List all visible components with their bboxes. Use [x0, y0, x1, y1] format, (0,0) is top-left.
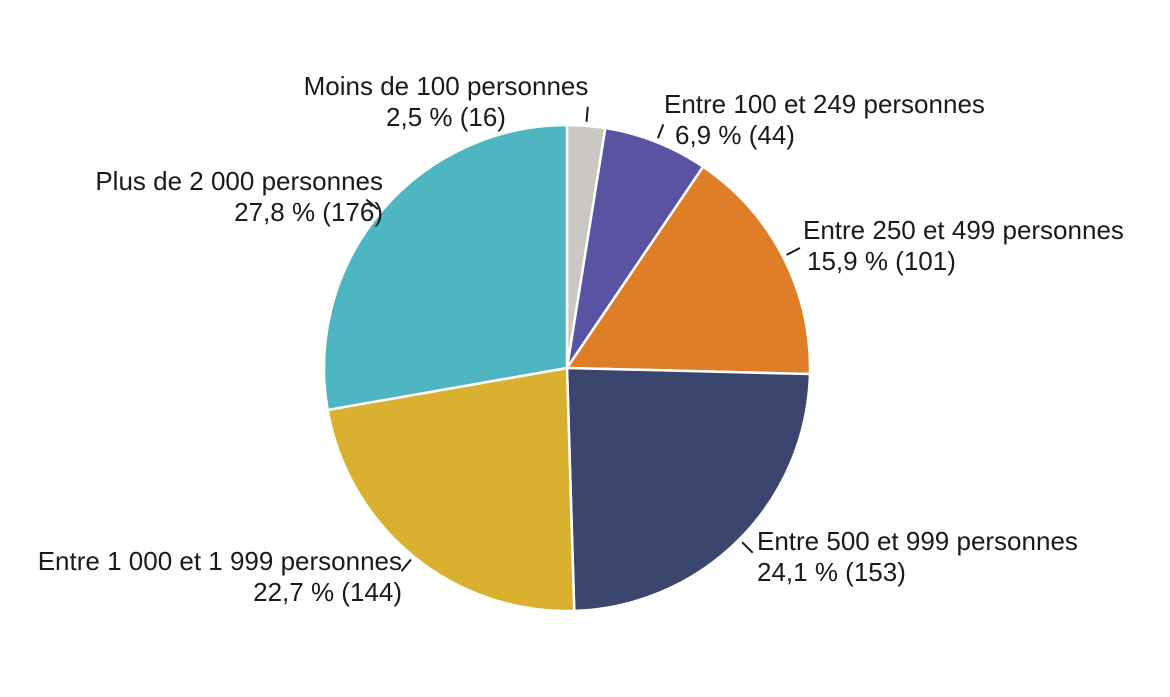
- pie-slice-1: [565, 126, 705, 370]
- slice-value-text: 15,9 % (101): [807, 246, 956, 276]
- slice-category-text: Entre 1 000 et 1 999 personnes: [37, 546, 402, 576]
- leader-tick-4: [400, 558, 412, 572]
- slice-category-text: Plus de 2 000 personnes: [95, 166, 383, 196]
- slice-value-text: 24,1 % (153): [757, 557, 906, 587]
- leader-tick-5: [365, 198, 379, 210]
- pie-label-plus-2000: Plus de 2 000 personnes 27,8 % (176): [95, 166, 383, 228]
- slice-category-text: Entre 100 et 249 personnes: [664, 89, 985, 119]
- pie-label-500-999: Entre 500 et 999 personnes 24,1 % (153): [757, 526, 1078, 588]
- slice-category-text: Entre 250 et 499 personnes: [803, 215, 1124, 245]
- pie-label-100-249: Entre 100 et 249 personnes 6,9 % (44): [664, 89, 985, 151]
- slice-value-text: 22,7 % (144): [253, 577, 402, 607]
- leader-tick-1: [656, 123, 665, 139]
- slice-value-text: 2,5 % (16): [386, 102, 506, 132]
- pie-label-1000-1999: Entre 1 000 et 1 999 personnes 22,7 % (1…: [38, 546, 402, 608]
- pie-slice-4: [326, 366, 576, 613]
- pie-label-moins-de-100: Moins de 100 personnes 2,5 % (16): [300, 71, 592, 133]
- leader-tick-0: [585, 106, 589, 122]
- pie-label-250-499: Entre 250 et 499 personnes 15,9 % (101): [803, 215, 1124, 277]
- slice-category-text: Entre 500 et 999 personnes: [757, 526, 1078, 556]
- slice-value-text: 27,8 % (176): [234, 197, 383, 227]
- slice-value-text: 6,9 % (44): [675, 120, 795, 150]
- leader-tick-2: [786, 247, 801, 256]
- slice-category-text: Moins de 100 personnes: [303, 71, 589, 101]
- leader-tick-3: [741, 541, 754, 554]
- pie-slice-2: [565, 165, 812, 376]
- pie-slice-5: [322, 123, 569, 412]
- pie-slice-3: [565, 366, 812, 613]
